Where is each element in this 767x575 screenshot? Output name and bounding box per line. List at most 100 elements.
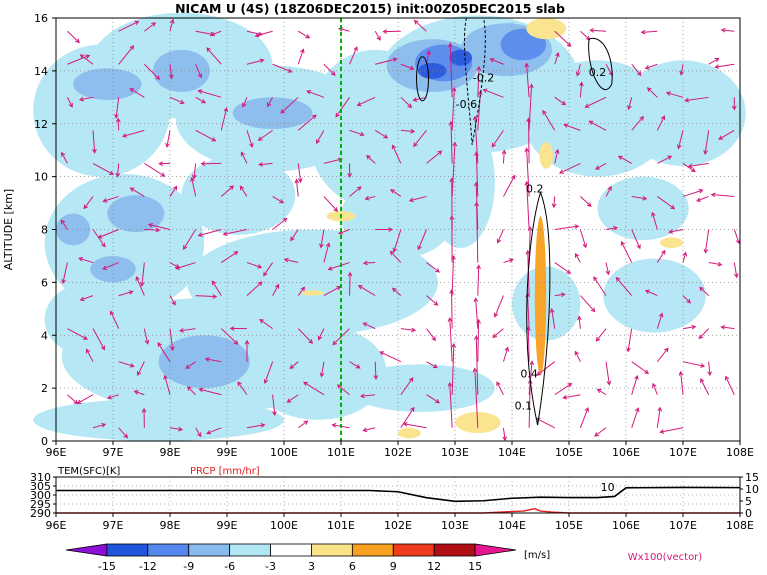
wind-vector [554,262,572,274]
surface-x-tick-label: 97E [103,519,124,532]
wind-vector [169,96,185,105]
colorbar-segment [229,543,271,557]
x-tick-label: 98E [160,446,181,459]
wind-vector [656,312,664,329]
wind-vector [61,151,68,164]
surface-x-tick-label: 108E [726,519,754,532]
wind-vector [222,229,248,237]
wind-vector [502,346,510,362]
wind-vector [297,48,305,65]
colorbar-segment [106,543,149,557]
wind-vector [426,150,443,164]
wind-vector [554,96,567,106]
wind-vector [696,195,709,202]
wind-vector [283,257,299,264]
wind-vector [659,427,684,434]
wind-vector [593,276,607,296]
shaded-region [232,97,313,130]
wind-vector [191,163,197,180]
wind-vector [121,129,145,138]
wind-vector [707,361,712,377]
wind-vector [476,65,482,98]
wind-vector [524,147,530,197]
wind-vector [574,350,581,362]
wind-vector [472,115,479,164]
wind-vector [665,91,684,98]
wind-vector [280,96,299,114]
wind-vector [400,63,415,71]
wind-vector [389,250,402,263]
wind-vector [79,54,94,65]
wind-vector [272,217,288,230]
wind-vector [297,286,306,296]
wind-vector [426,49,431,65]
wind-vector [349,186,362,197]
y-tick-label: 10 [34,171,48,184]
wind-vector [656,115,666,131]
wind-vector [118,45,135,65]
wind-vector [678,370,684,395]
shaded-region [512,266,581,341]
wind-vector [195,96,207,104]
wind-vector [542,109,556,131]
wind-vector [197,229,222,238]
shaded-region [526,18,567,40]
wind-vector [67,30,80,44]
wind-vector [687,162,709,169]
colorbar-segment [188,543,231,557]
wind-vector [710,192,735,198]
wind-vector [347,271,353,296]
wind-vector [366,154,376,164]
wind-vector [631,407,640,428]
wind-vector [577,315,582,329]
wind-vector [496,229,504,244]
wind-vector [272,394,277,417]
shaded-region [534,216,547,375]
colorbar-label: -3 [265,560,276,573]
wind-vector [580,30,591,41]
wind-vector [682,324,697,330]
contour-line [526,190,551,426]
wind-vector [118,427,129,439]
wind-vector [272,63,293,73]
wind-vector [272,196,285,204]
wind-vector [163,374,171,395]
wind-vector [92,422,107,429]
wind-vector [491,130,504,148]
wind-vector [169,426,184,432]
wind-vector [503,258,514,264]
wind-vector [489,57,504,65]
wind-vector [473,335,479,395]
wind-vector [656,249,666,263]
wind-vector [197,89,222,98]
wind-vector [178,328,196,333]
wind-vector [579,81,584,98]
wind-vector [617,155,632,164]
wind-vector [246,281,263,296]
x-tick-label: 99E [217,446,238,459]
wind-vector [323,196,339,212]
surface-x-tick-label: 96E [46,519,67,532]
wind-vector [286,394,299,403]
wind-vector [536,361,556,376]
surface-y2-tick-label: 10 [745,483,759,496]
wind-vector [374,129,389,139]
wind-vector [644,63,658,70]
wind-vector [137,361,145,377]
wind-vector [449,289,454,329]
wind-vector [374,30,381,41]
wind-vector [554,30,572,47]
colorbar-label: 9 [390,560,397,573]
wind-vector [563,123,581,131]
wind-vector [554,51,560,65]
wind-vector [109,310,120,329]
wind-vector [502,427,507,442]
wind-vector [169,295,176,306]
precipitation-legend: PRCP [mm/hr] [190,466,260,477]
wind-vector [605,185,612,197]
wind-vector [143,63,161,80]
wind-vector [220,328,239,345]
wind-vector [473,297,479,329]
shaded-region [660,237,683,249]
colorbar-triangle-high [474,543,517,557]
